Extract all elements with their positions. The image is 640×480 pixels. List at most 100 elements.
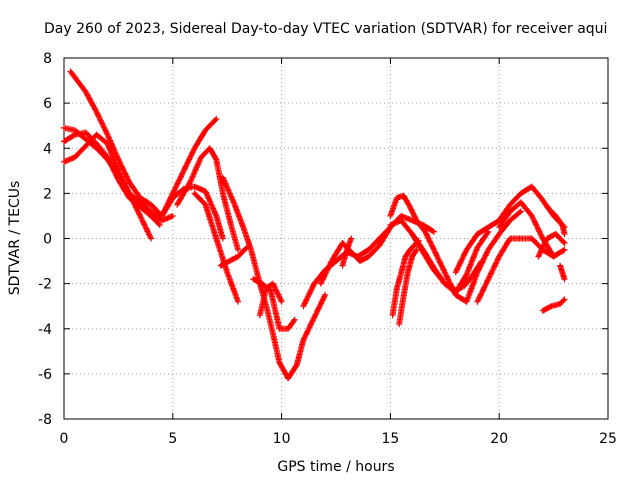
data-segment (174, 180, 193, 208)
data-point (478, 258, 485, 265)
data-segment (400, 270, 411, 301)
data-segment (126, 194, 142, 209)
data-segment (470, 259, 484, 278)
data-segment (398, 217, 415, 236)
data-segment (230, 199, 245, 227)
data-segment (71, 144, 88, 161)
data-segment (126, 179, 143, 200)
series-track-7 (191, 190, 242, 305)
data-point (243, 244, 250, 251)
data-segment (269, 280, 284, 304)
series-track-14 (339, 235, 355, 269)
data-segment (452, 248, 469, 276)
data-point (156, 221, 163, 228)
series-track-19 (409, 231, 485, 294)
data-segment (496, 203, 513, 224)
data-segment (400, 192, 413, 209)
data-segment (202, 117, 219, 134)
data-segment (420, 249, 437, 272)
data-segment (285, 318, 297, 332)
data-segment (219, 174, 237, 204)
data-segment (226, 254, 240, 265)
data-segment (413, 217, 428, 234)
data-segment (518, 199, 534, 218)
data-segment (148, 201, 164, 218)
series-track-1 (67, 68, 226, 242)
data-point (213, 115, 220, 122)
data-segment (461, 272, 476, 289)
y-axis-label: SDTVAR / TECUs (7, 181, 23, 296)
data-point (148, 235, 155, 242)
data-segment (409, 247, 419, 260)
data-segment (393, 270, 404, 292)
data-segment (228, 224, 241, 252)
y-tick-label: -8 (38, 412, 52, 428)
data-segment (158, 191, 176, 219)
data-segment (67, 68, 88, 94)
data-segment (219, 190, 235, 229)
data-segment (474, 230, 491, 251)
data-segment (239, 222, 254, 252)
data-segment (528, 183, 545, 202)
data-segment (93, 109, 110, 137)
data-segment (365, 243, 382, 260)
data-segment (407, 203, 419, 223)
data-segment (552, 212, 565, 227)
data-segment (263, 303, 276, 335)
data-points (61, 68, 568, 382)
data-segment (409, 231, 426, 254)
data-segment (180, 146, 197, 174)
y-tick-label: -2 (38, 277, 52, 293)
data-point (561, 230, 568, 237)
data-segment (507, 209, 523, 224)
data-segment (339, 248, 350, 269)
data-segment (474, 277, 491, 305)
data-segment (507, 191, 523, 208)
series-track-12 (300, 217, 400, 310)
data-segment (485, 232, 502, 253)
data-segment (61, 132, 77, 145)
data-segment (311, 293, 328, 321)
y-tick-label: 8 (43, 51, 52, 67)
y-tick-label: 2 (43, 186, 52, 202)
data-segment (402, 247, 413, 260)
data-segment (293, 338, 306, 368)
y-tick-label: 4 (43, 141, 52, 157)
x-tick-label: 15 (381, 431, 399, 447)
data-point (348, 235, 355, 242)
data-segment (93, 140, 110, 159)
x-tick-label: 20 (490, 431, 508, 447)
data-point (561, 296, 568, 303)
data-segment (496, 209, 513, 231)
data-point (291, 316, 298, 323)
data-segment (104, 131, 121, 162)
data-point (219, 235, 226, 242)
data-point (430, 228, 437, 235)
data-segment (496, 236, 513, 260)
data-segment (485, 218, 501, 231)
data-segment (463, 270, 480, 305)
data-segment (256, 286, 269, 319)
data-point (517, 208, 524, 215)
data-segment (191, 190, 208, 207)
data-segment (213, 156, 226, 195)
data-segment (115, 176, 132, 200)
data-segment (365, 236, 382, 253)
data-segment (206, 145, 219, 162)
data-segment (202, 201, 219, 240)
data-segment (137, 212, 154, 241)
data-point (235, 246, 242, 253)
data-segment (137, 203, 153, 218)
data-segment (422, 228, 437, 252)
data-segment (269, 330, 283, 365)
x-tick-label: 5 (168, 431, 177, 447)
series-track-5 (158, 115, 220, 219)
series-track-11 (256, 280, 285, 319)
data-segment (485, 255, 502, 283)
series-track-4 (61, 129, 163, 228)
x-tick-label: 25 (599, 431, 617, 447)
series-track-24 (539, 296, 568, 314)
data-segment (496, 218, 513, 237)
data-segment (311, 268, 328, 287)
data-segment (328, 241, 345, 265)
